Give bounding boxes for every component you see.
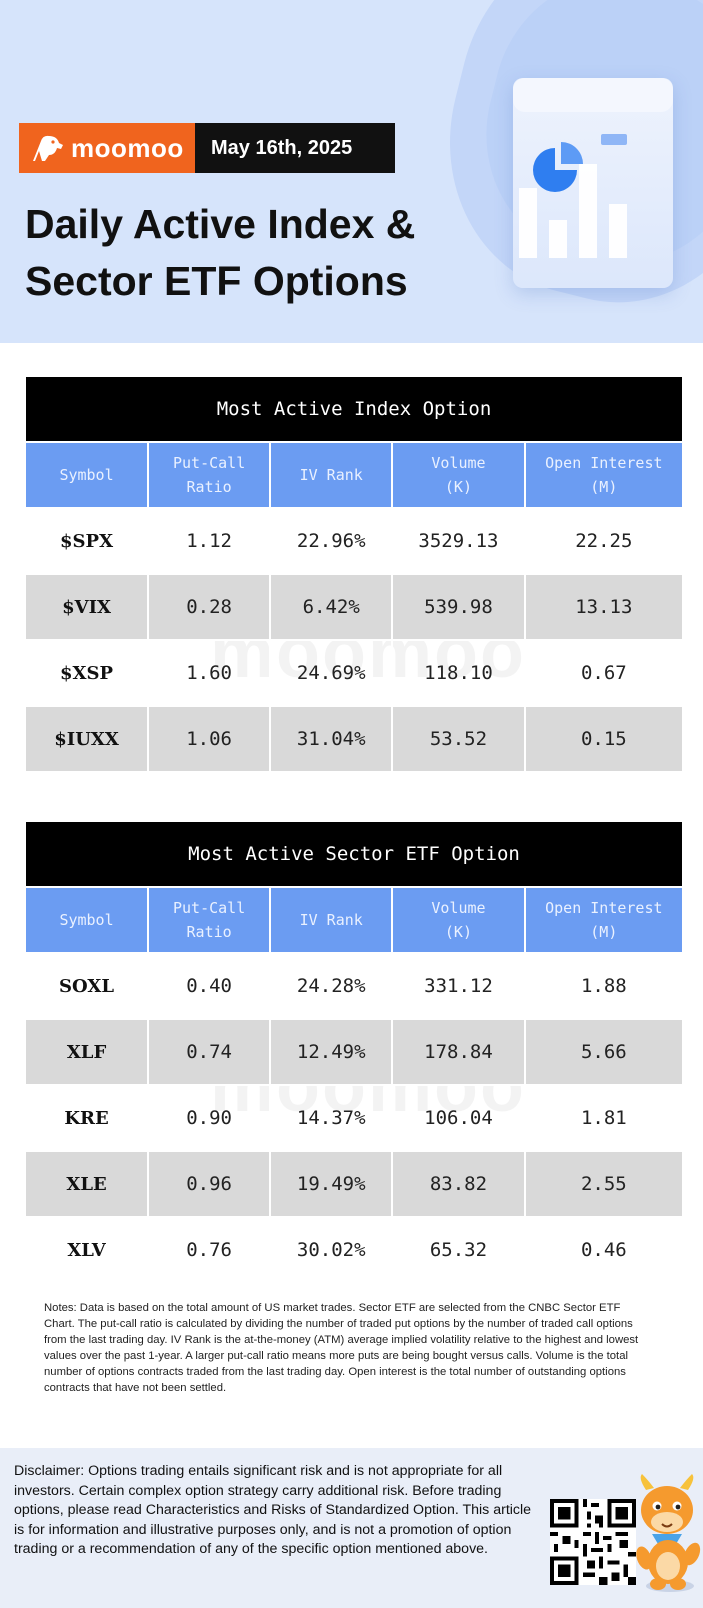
page-title: Daily Active Index & Sector ETF Options: [25, 196, 455, 310]
cell-iv-rank: 24.28%: [270, 952, 394, 1019]
chart-illustration: [513, 78, 673, 288]
scroll-roll: [513, 78, 673, 112]
mascot-icon: [636, 1474, 701, 1592]
cell-iv-rank: 30.02%: [270, 1216, 394, 1282]
cell-iv-rank: 6.42%: [270, 573, 394, 640]
table-title: Most Active Sector ETF Option: [26, 822, 682, 887]
cell-volume: 106.04: [392, 1084, 526, 1151]
cell-symbol: $VIX: [26, 573, 150, 640]
table-header-row: Symbol Put-Call Ratio IV Rank Volume (K) O…: [26, 886, 682, 953]
mascot-illustration: [632, 1474, 702, 1596]
cell-symbol: XLE: [26, 1150, 150, 1217]
chart-illustration-icon: [519, 134, 627, 258]
hero-banner: moomoo May 16th, 2025 Daily Active Index…: [0, 0, 703, 343]
cell-open-interest: 13.13: [524, 573, 682, 640]
table-row: SOXL 0.40 24.28% 331.12 1.88: [26, 952, 682, 1019]
cell-iv-rank: 14.37%: [270, 1084, 394, 1151]
table-row: XLE 0.96 19.49% 83.82 2.55: [26, 1150, 682, 1217]
notes-text: Notes: Data is based on the total amount…: [44, 1302, 639, 1394]
column-header-iv-rank: IV Rank: [270, 441, 394, 508]
table-row: $XSP 1.60 24.69% 118.10 0.67: [26, 639, 682, 706]
cell-put-call-ratio: 1.12: [148, 507, 272, 574]
cell-volume: 53.52: [392, 705, 526, 771]
cell-put-call-ratio: 1.06: [148, 705, 272, 771]
cell-open-interest: 1.81: [524, 1084, 682, 1151]
table-row: XLV 0.76 30.02% 65.32 0.46: [26, 1216, 682, 1282]
footer: Disclaimer: Options trading entails sign…: [0, 1448, 703, 1608]
table-row: $IUXX 1.06 31.04% 53.52 0.15: [26, 705, 682, 771]
cell-volume: 178.84: [392, 1018, 526, 1085]
table-title: Most Active Index Option: [26, 377, 682, 442]
cell-symbol: $IUXX: [26, 705, 150, 771]
brand-logo: moomoo: [19, 123, 195, 173]
cell-put-call-ratio: 1.60: [148, 639, 272, 706]
brand-name: moomoo: [71, 132, 184, 163]
brand-bar: moomoo May 16th, 2025: [19, 123, 395, 173]
cell-volume: 83.82: [392, 1150, 526, 1217]
cell-symbol: XLF: [26, 1018, 150, 1085]
cell-open-interest: 1.88: [524, 952, 682, 1019]
cell-put-call-ratio: 0.28: [148, 573, 272, 640]
cell-symbol: $SPX: [26, 507, 150, 574]
cell-volume: 65.32: [392, 1216, 526, 1282]
cell-put-call-ratio: 0.76: [148, 1216, 272, 1282]
column-header-iv-rank: IV Rank: [270, 886, 394, 953]
bull-logo-icon: [33, 135, 63, 161]
cell-volume: 331.12: [392, 952, 526, 1019]
report-date: May 16th, 2025: [195, 123, 395, 173]
cell-symbol: $XSP: [26, 639, 150, 706]
cell-volume: 539.98: [392, 573, 526, 640]
column-header-open-interest: Open Interest (M): [524, 441, 682, 508]
cell-open-interest: 22.25: [524, 507, 682, 574]
cell-open-interest: 0.67: [524, 639, 682, 706]
column-header-put-call-ratio: Put-Call Ratio: [148, 441, 272, 508]
table-row: $SPX 1.12 22.96% 3529.13 22.25: [26, 507, 682, 574]
cell-iv-rank: 22.96%: [270, 507, 394, 574]
cell-iv-rank: 19.49%: [270, 1150, 394, 1217]
cell-put-call-ratio: 0.74: [148, 1018, 272, 1085]
column-header-volume: Volume (K): [392, 441, 526, 508]
page-title-line-2: Sector ETF Options: [25, 258, 408, 304]
column-header-volume: Volume (K): [392, 886, 526, 953]
column-header-symbol: Symbol: [26, 886, 150, 953]
cell-put-call-ratio: 0.40: [148, 952, 272, 1019]
cell-put-call-ratio: 0.90: [148, 1084, 272, 1151]
column-header-symbol: Symbol: [26, 441, 150, 508]
qr-code-icon: [550, 1499, 636, 1585]
cell-symbol: SOXL: [26, 952, 150, 1019]
table-row: XLF 0.74 12.49% 178.84 5.66: [26, 1018, 682, 1085]
cell-put-call-ratio: 0.96: [148, 1150, 272, 1217]
cell-open-interest: 2.55: [524, 1150, 682, 1217]
index-options-table: Most Active Index Option Symbol Put-Call…: [26, 377, 682, 771]
qr-code: [550, 1499, 636, 1585]
table-row: KRE 0.90 14.37% 106.04 1.81: [26, 1084, 682, 1151]
cell-iv-rank: 12.49%: [270, 1018, 394, 1085]
table-header-row: Symbol Put-Call Ratio IV Rank Volume (K) O…: [26, 441, 682, 508]
column-header-open-interest: Open Interest (M): [524, 886, 682, 953]
cell-symbol: KRE: [26, 1084, 150, 1151]
cell-open-interest: 0.46: [524, 1216, 682, 1282]
page-title-line-1: Daily Active Index &: [25, 201, 416, 247]
cell-volume: 118.10: [392, 639, 526, 706]
cell-symbol: XLV: [26, 1216, 150, 1282]
cell-iv-rank: 31.04%: [270, 705, 394, 771]
table-row: $VIX 0.28 6.42% 539.98 13.13: [26, 573, 682, 640]
cell-open-interest: 5.66: [524, 1018, 682, 1085]
column-header-put-call-ratio: Put-Call Ratio: [148, 886, 272, 953]
cell-volume: 3529.13: [392, 507, 526, 574]
cell-open-interest: 0.15: [524, 705, 682, 771]
disclaimer-text: Disclaimer: Options trading entails sign…: [14, 1463, 532, 1557]
sector-etf-options-table: Most Active Sector ETF Option Symbol Put…: [26, 822, 682, 1282]
cell-iv-rank: 24.69%: [270, 639, 394, 706]
